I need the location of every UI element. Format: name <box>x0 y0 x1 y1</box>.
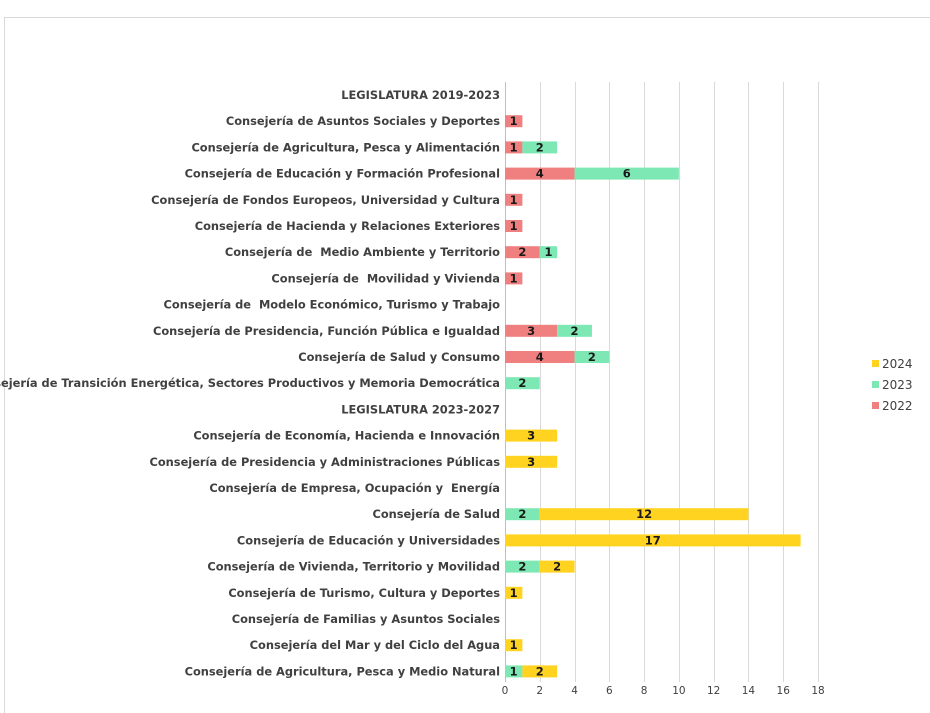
bar-value-label: 1 <box>510 219 518 233</box>
bar-2023 <box>505 508 540 521</box>
bar-2024 <box>505 586 523 599</box>
legend: 2024 2023 2022 <box>872 357 913 413</box>
x-tick-label: 18 <box>811 685 824 697</box>
bar-2023 <box>505 560 540 573</box>
bar-2024 <box>505 429 558 442</box>
x-axis-ticks: 0 2 4 6 8 10 12 14 16 18 <box>502 685 825 697</box>
chart-frame <box>4 17 930 713</box>
bar-value-label: 4 <box>536 167 544 181</box>
category-label: Consejería de Vivienda, Territorio y Mov… <box>207 560 500 574</box>
category-label: Consejería de Fondos Europeos, Universid… <box>151 193 500 207</box>
x-tick-label: 6 <box>606 685 613 697</box>
bar-2022 <box>505 193 523 206</box>
bar-value-label: 2 <box>536 140 544 154</box>
x-tick-label: 4 <box>571 685 578 697</box>
bar-value-label: 3 <box>527 324 535 338</box>
category-label: Consejería de Modelo Económico, Turismo … <box>164 298 501 312</box>
bar-value-label: 1 <box>510 664 518 678</box>
bar-value-label: 4 <box>536 350 544 364</box>
bar-value-label: 2 <box>588 350 596 364</box>
category-label: LEGISLATURA 2023-2027 <box>341 402 500 416</box>
category-label: Consejería de Medio Ambiente y Territori… <box>225 245 500 259</box>
x-tick-label: 16 <box>777 685 791 697</box>
category-label: Consejería de Economía, Hacienda e Innov… <box>193 429 500 443</box>
bars <box>505 115 801 678</box>
bar-value-label: 2 <box>518 560 526 574</box>
bar-2022 <box>505 324 558 337</box>
bar-2023 <box>574 351 610 363</box>
category-label: Consejería de Agricultura, Pesca y Medio… <box>185 664 500 678</box>
bar-value-label: 1 <box>510 271 518 285</box>
category-label: Consejería de Hacienda y Relaciones Exte… <box>195 219 500 233</box>
category-label: Consejería de Educación y Universidades <box>237 533 500 547</box>
bar-2022 <box>505 246 540 259</box>
category-label: Consejería de Asuntos Sociales y Deporte… <box>226 114 500 128</box>
bar-value-label: 17 <box>645 533 661 547</box>
bar-value-label: 6 <box>623 167 631 181</box>
category-label: LEGISLATURA 2019-2023 <box>341 88 500 102</box>
category-label: Consejería de Familias y Asuntos Sociale… <box>232 612 500 626</box>
bar-2024 <box>505 455 558 468</box>
bar-value-label: 1 <box>510 114 518 128</box>
bar-2023 <box>539 246 558 259</box>
x-tick-label: 0 <box>502 685 509 697</box>
category-label: Consejería de Salud y Consumo <box>298 350 500 364</box>
bar-2023 <box>505 377 540 390</box>
bar-value-label: 2 <box>518 507 526 521</box>
category-label: Consejería de Presidencia, Función Públi… <box>153 324 500 338</box>
bar-2024 <box>505 639 523 652</box>
bar-value-label: 1 <box>510 193 518 207</box>
x-tick-label: 14 <box>742 685 756 697</box>
bar-2022 <box>505 220 523 232</box>
category-label: Consejería de Empresa, Ocupación y Energ… <box>209 481 500 495</box>
bar-2022 <box>505 351 575 363</box>
bar-2022 <box>505 167 575 180</box>
bar-2022 <box>505 115 523 128</box>
bar-2024 <box>539 508 749 521</box>
category-label: Consejería de Turismo, Cultura y Deporte… <box>228 586 500 600</box>
bar-value-label: 3 <box>527 455 535 469</box>
category-label: Consejería de Transición Energética, Sec… <box>0 376 500 390</box>
bar-2024 <box>505 534 801 547</box>
legend-label-2023: 2023 <box>882 378 913 392</box>
bar-value-label: 2 <box>536 664 544 678</box>
bar-2022 <box>505 272 523 285</box>
bar-value-label: 2 <box>518 245 526 259</box>
category-labels: LEGISLATURA 2019-2023 Consejería de Asunt… <box>0 88 500 678</box>
category-label: Consejería de Movilidad y Vivienda <box>271 271 500 285</box>
bar-2023 <box>557 324 592 337</box>
x-tick-label: 12 <box>707 685 720 697</box>
bar-value-label: 3 <box>527 429 535 443</box>
bar-2023 <box>574 167 679 180</box>
x-tick-label: 10 <box>672 685 685 697</box>
legend-swatch-2023 <box>872 381 879 388</box>
bar-value-label: 12 <box>636 507 652 521</box>
legend-label-2024: 2024 <box>882 357 913 371</box>
category-label: Consejería de Presidencia y Administraci… <box>150 455 501 469</box>
bar-value-label: 2 <box>553 560 561 574</box>
bar-value-label: 1 <box>510 586 518 600</box>
bar-value-label: 1 <box>510 140 518 154</box>
bar-value-label: 2 <box>518 376 526 390</box>
legend-swatch-2022 <box>872 402 879 409</box>
bar-value-label: 2 <box>571 324 579 338</box>
bar-2024 <box>539 560 575 573</box>
bar-value-label: 1 <box>544 245 552 259</box>
bar-2022 <box>505 141 523 154</box>
category-label: Consejería de Salud <box>372 507 500 521</box>
x-tick-label: 8 <box>641 685 648 697</box>
category-label: Consejería de Educación y Formación Prof… <box>185 167 500 181</box>
bar-value-label: 1 <box>510 638 518 652</box>
category-label: Consejería del Mar y del Ciclo del Agua <box>250 638 500 652</box>
bar-2023 <box>522 141 558 154</box>
category-label: Consejería de Agricultura, Pesca y Alime… <box>191 140 500 154</box>
legend-swatch-2024 <box>872 360 879 367</box>
bar-2024 <box>522 665 558 678</box>
bar-2023 <box>505 665 523 678</box>
legend-label-2022: 2022 <box>882 399 913 413</box>
x-tick-label: 2 <box>536 685 543 697</box>
